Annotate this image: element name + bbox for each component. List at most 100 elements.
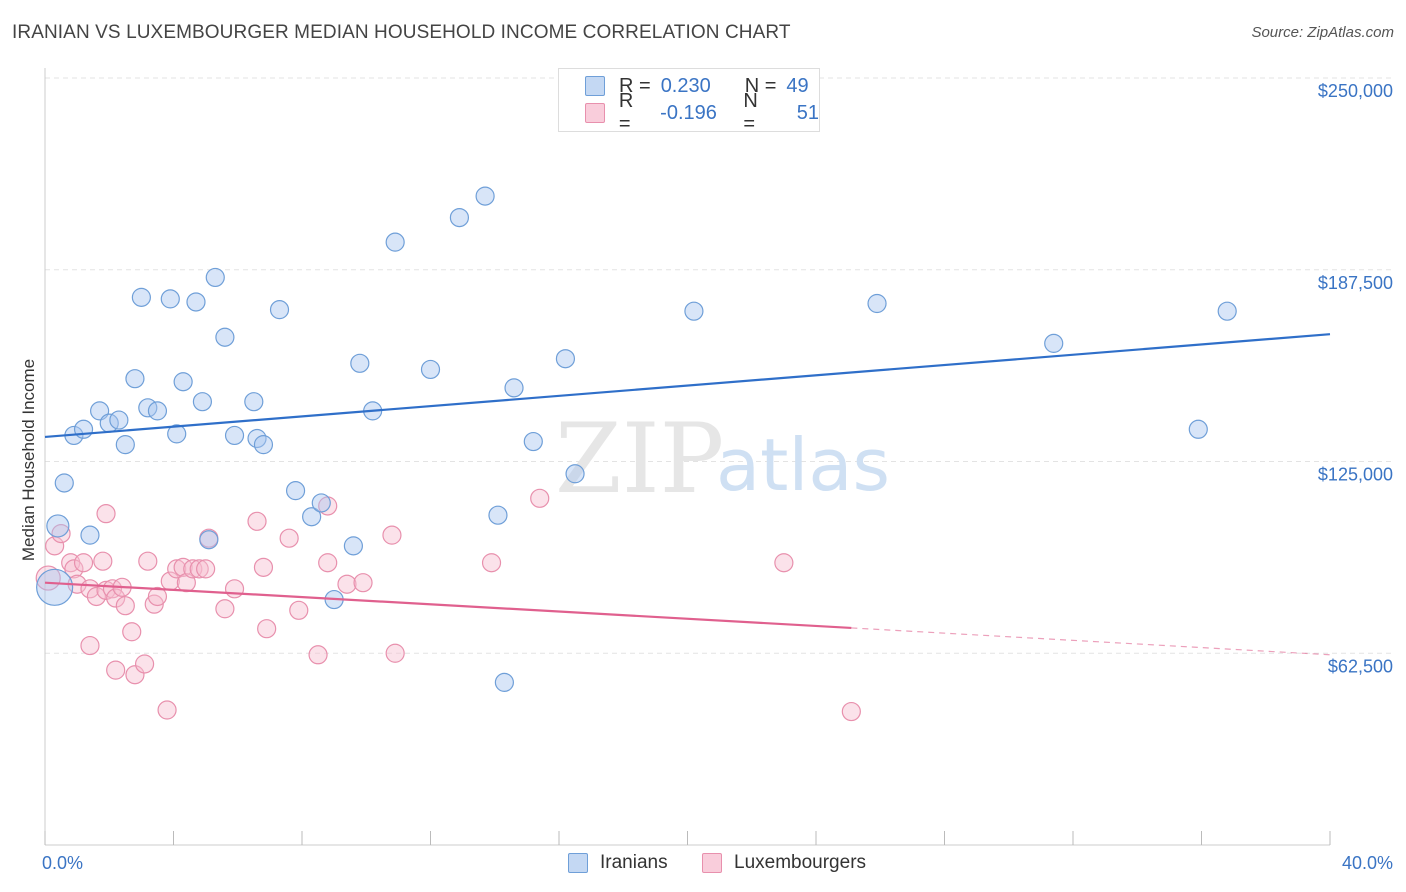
luxembourgers-point bbox=[125, 665, 145, 685]
luxembourgers-point bbox=[257, 619, 277, 639]
y-axis-title: Median Household Income bbox=[19, 359, 38, 561]
series-label-iranians: Iranians bbox=[600, 852, 668, 873]
luxembourgers-point bbox=[224, 579, 245, 599]
legend-r-value: -0.196 bbox=[660, 101, 717, 124]
series-legend: Iranians Luxembourgers bbox=[0, 852, 1406, 878]
source-credit: Source: ZipAtlas.com bbox=[1251, 24, 1394, 41]
iranians-point bbox=[555, 349, 576, 369]
luxembourgers-point bbox=[106, 660, 126, 680]
luxembourgers-point bbox=[353, 573, 373, 593]
iranians-point bbox=[253, 435, 274, 455]
iranians-point bbox=[173, 372, 193, 392]
luxembourgers-point bbox=[481, 553, 502, 573]
y-tick-label: $125,000 bbox=[1318, 465, 1393, 485]
iranians-point bbox=[475, 186, 495, 206]
luxembourgers-point bbox=[144, 594, 164, 614]
iranians-point bbox=[350, 353, 370, 373]
iranians-point bbox=[1188, 419, 1208, 439]
iranians-point bbox=[73, 419, 94, 439]
iranians-point bbox=[302, 507, 322, 527]
iranians-point bbox=[115, 435, 135, 455]
luxembourgers-point bbox=[337, 574, 357, 594]
y-tick-label: $250,000 bbox=[1318, 81, 1393, 101]
iranians-point bbox=[269, 300, 290, 320]
iranians-point bbox=[420, 359, 441, 380]
iranians-point bbox=[160, 289, 180, 309]
luxembourgers-point bbox=[167, 559, 187, 579]
luxembourgers-point bbox=[247, 511, 267, 531]
luxembourgers-point bbox=[385, 643, 405, 663]
luxembourgers-point bbox=[80, 635, 100, 656]
luxembourgers-point bbox=[138, 551, 158, 571]
iranians-point bbox=[285, 481, 306, 501]
luxembourgers-point bbox=[86, 586, 107, 607]
iranians-point bbox=[125, 369, 145, 389]
luxembourgers-point bbox=[106, 588, 126, 608]
legend-n-label: N = bbox=[744, 74, 777, 97]
iranians-point bbox=[36, 568, 74, 606]
iranians-point bbox=[311, 493, 331, 513]
luxembourgers-point bbox=[289, 600, 309, 620]
luxembourgers-point bbox=[215, 599, 235, 619]
luxembourgers-point bbox=[530, 488, 550, 508]
luxembourgers-point bbox=[774, 553, 794, 573]
series-swatch-iranians bbox=[568, 853, 588, 873]
series-legend-luxembourgers[interactable]: Luxembourgers bbox=[702, 852, 866, 874]
axes bbox=[44, 68, 1331, 846]
watermark-zip: ZIP bbox=[555, 403, 724, 515]
x-tick-label-max: 40.0% bbox=[1342, 853, 1393, 873]
series-legend-iranians[interactable]: Iranians bbox=[568, 852, 668, 874]
luxembourgers-point bbox=[173, 557, 193, 577]
iranians-point bbox=[1217, 301, 1237, 321]
iranians-point bbox=[131, 287, 151, 307]
y-tick-label: $187,500 bbox=[1318, 273, 1393, 293]
iranians-point bbox=[215, 327, 235, 347]
iranians-point bbox=[343, 536, 363, 556]
x-tick-label-min: 0.0% bbox=[42, 853, 83, 873]
luxembourgers-point bbox=[189, 559, 209, 579]
iranians-point bbox=[205, 267, 225, 288]
iranians-point bbox=[494, 672, 514, 692]
iranians-point bbox=[192, 392, 213, 412]
luxembourgers-trend-extension bbox=[851, 627, 1331, 656]
iranians-point bbox=[80, 525, 100, 545]
iranians-point bbox=[147, 401, 168, 421]
legend-r-value: 0.230 bbox=[660, 74, 711, 97]
legend-r-label: R = bbox=[618, 90, 634, 135]
luxembourgers-point bbox=[382, 525, 402, 545]
luxembourgers-point bbox=[96, 504, 116, 524]
iranians-points bbox=[36, 186, 1237, 692]
iranians-point bbox=[1044, 333, 1064, 353]
luxembourgers-point bbox=[115, 596, 135, 616]
series-label-luxembourgers: Luxembourgers bbox=[734, 852, 867, 873]
luxembourgers-point bbox=[157, 700, 177, 720]
y-tick-label: $62,500 bbox=[1328, 656, 1393, 676]
iranians-point bbox=[523, 431, 543, 452]
luxembourgers-point bbox=[93, 551, 113, 571]
legend-row-luxembourgers: R = -0.196 N = 51 bbox=[585, 90, 819, 135]
iranians-point bbox=[167, 424, 187, 444]
luxembourgers-points bbox=[35, 488, 861, 722]
correlation-legend: R = 0.230 N = 49 R = -0.196 N = 51 bbox=[558, 68, 820, 135]
iranians-trend bbox=[44, 333, 1331, 439]
luxembourgers-point bbox=[51, 523, 71, 544]
luxembourgers-point bbox=[147, 586, 168, 607]
legend-r-label: R = bbox=[619, 74, 651, 97]
series-swatch-luxembourgers bbox=[702, 853, 722, 873]
iranians-point bbox=[244, 392, 264, 412]
legend-swatch-luxembourgers bbox=[585, 103, 605, 123]
legend-n-label: N = bbox=[743, 90, 758, 135]
chart-title: IRANIAN VS LUXEMBOURGER MEDIAN HOUSEHOLD… bbox=[12, 22, 791, 43]
legend-row-iranians: R = 0.230 N = 49 bbox=[585, 73, 809, 99]
luxembourgers-trend bbox=[44, 581, 852, 630]
luxembourgers-point bbox=[841, 701, 861, 722]
iranians-point bbox=[46, 514, 70, 538]
zipatlas-watermark: ZIP atlas bbox=[555, 403, 890, 515]
iranians-point bbox=[504, 378, 524, 398]
iranians-point bbox=[224, 425, 245, 446]
luxembourgers-point bbox=[308, 645, 328, 665]
iranians-point bbox=[385, 232, 405, 252]
iranians-point bbox=[867, 293, 887, 314]
gridlines bbox=[45, 77, 1395, 654]
